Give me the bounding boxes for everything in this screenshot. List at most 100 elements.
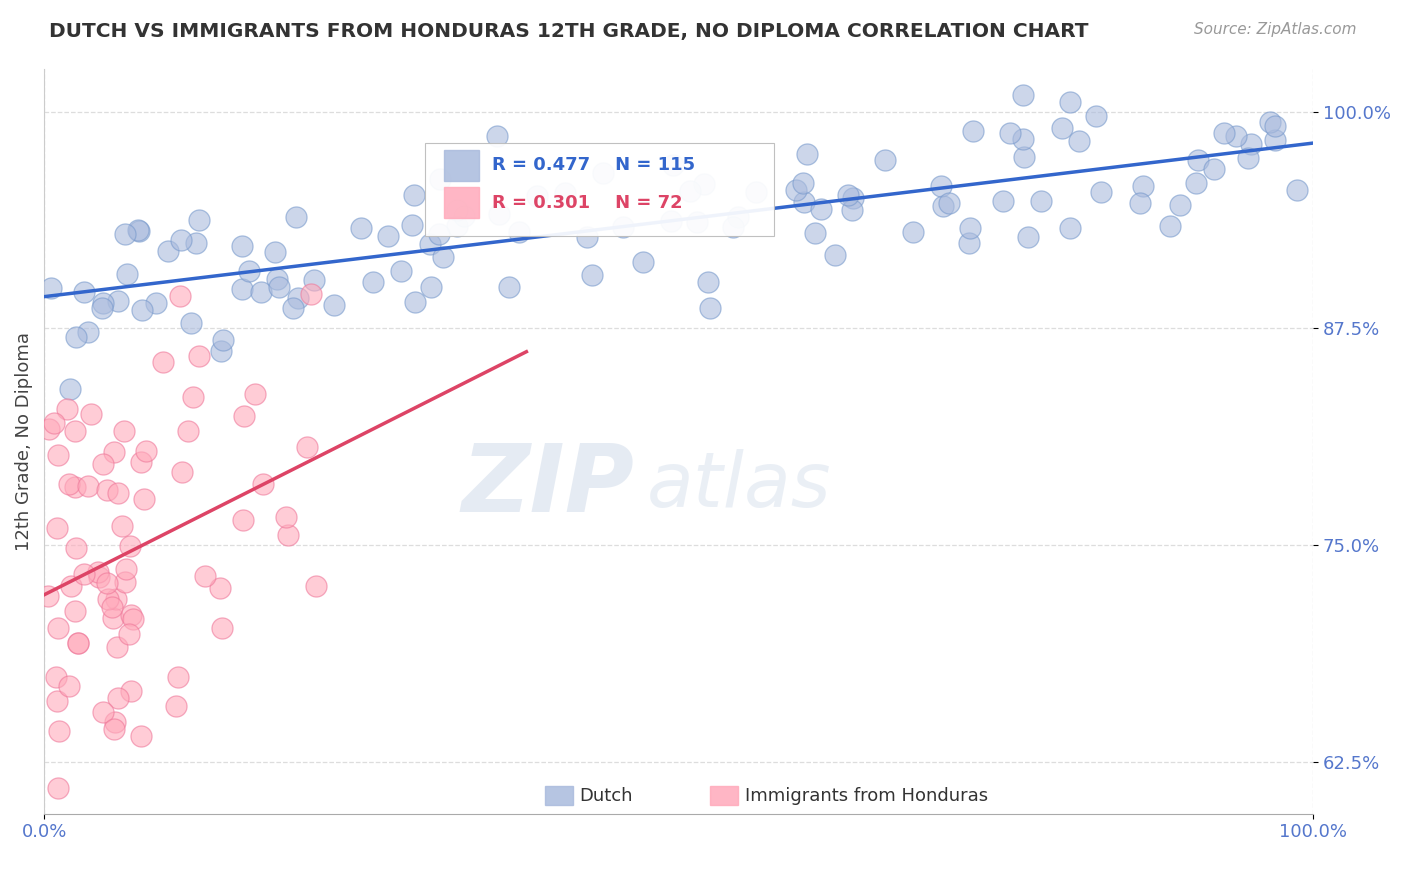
Point xyxy=(121,612,143,626)
Point xyxy=(60,579,83,593)
Point xyxy=(63,424,86,438)
Point xyxy=(46,448,69,462)
Point xyxy=(115,562,138,576)
Point xyxy=(96,483,118,497)
Point xyxy=(485,128,508,143)
Point xyxy=(59,382,82,396)
Point xyxy=(957,236,980,251)
Point xyxy=(48,724,70,739)
Point xyxy=(962,123,984,137)
Point xyxy=(612,219,634,234)
Point xyxy=(87,565,110,579)
Point xyxy=(252,477,274,491)
Point xyxy=(87,570,110,584)
Point xyxy=(446,219,468,234)
Bar xyxy=(546,786,574,805)
Point xyxy=(401,218,423,232)
Point xyxy=(1128,196,1150,211)
Point xyxy=(526,189,548,203)
Point xyxy=(112,424,135,438)
Point xyxy=(118,539,141,553)
Point xyxy=(127,223,149,237)
Point xyxy=(841,203,863,218)
Point xyxy=(1029,194,1052,208)
Point xyxy=(377,228,399,243)
Point xyxy=(429,171,451,186)
Point xyxy=(63,603,86,617)
Point xyxy=(929,179,952,194)
Point xyxy=(91,457,114,471)
Point xyxy=(105,640,128,654)
Point xyxy=(208,581,231,595)
Point xyxy=(46,521,69,535)
Point xyxy=(266,272,288,286)
Point xyxy=(38,422,60,436)
Point xyxy=(103,445,125,459)
Point xyxy=(727,210,749,224)
Point xyxy=(91,296,114,310)
Text: ZIP: ZIP xyxy=(461,440,634,532)
Point xyxy=(111,519,134,533)
Point xyxy=(131,302,153,317)
Point xyxy=(45,670,67,684)
Point xyxy=(101,599,124,614)
Point xyxy=(169,288,191,302)
Point xyxy=(209,343,232,358)
Point xyxy=(1084,110,1107,124)
Point xyxy=(1159,219,1181,234)
Point xyxy=(180,316,202,330)
Point xyxy=(575,229,598,244)
Point xyxy=(96,576,118,591)
Point xyxy=(696,275,718,289)
Point xyxy=(172,465,194,479)
Point xyxy=(1132,178,1154,193)
Point xyxy=(991,194,1014,209)
Point xyxy=(361,275,384,289)
Point xyxy=(554,186,576,200)
Point xyxy=(107,485,129,500)
Point xyxy=(176,424,198,438)
Point xyxy=(581,268,603,283)
Point xyxy=(104,714,127,729)
Point xyxy=(404,294,426,309)
Point xyxy=(287,291,309,305)
Point xyxy=(103,722,125,736)
Point xyxy=(211,621,233,635)
Point xyxy=(212,333,235,347)
Point xyxy=(58,476,80,491)
Point xyxy=(101,611,124,625)
Point xyxy=(402,187,425,202)
Text: DUTCH VS IMMIGRANTS FROM HONDURAS 12TH GRADE, NO DIPLOMA CORRELATION CHART: DUTCH VS IMMIGRANTS FROM HONDURAS 12TH G… xyxy=(49,22,1088,41)
Point xyxy=(693,177,716,191)
Point xyxy=(90,301,112,315)
Point xyxy=(1012,150,1035,164)
Point xyxy=(1213,126,1236,140)
Point xyxy=(1017,229,1039,244)
Point xyxy=(1185,177,1208,191)
Point xyxy=(104,592,127,607)
Point xyxy=(299,286,322,301)
Point xyxy=(184,235,207,250)
Point xyxy=(67,636,90,650)
Point xyxy=(659,214,682,228)
Point xyxy=(129,729,152,743)
Point xyxy=(785,183,807,197)
Point xyxy=(901,225,924,239)
Point xyxy=(107,691,129,706)
Point xyxy=(145,295,167,310)
Point xyxy=(114,575,136,590)
Point xyxy=(249,285,271,299)
Point xyxy=(1067,134,1090,148)
Point xyxy=(188,212,211,227)
Point xyxy=(135,444,157,458)
Point xyxy=(810,202,832,216)
Point xyxy=(389,264,412,278)
Point xyxy=(42,417,65,431)
Point xyxy=(1090,185,1112,199)
Point xyxy=(1264,132,1286,146)
Point xyxy=(120,683,142,698)
Point xyxy=(508,225,530,239)
Point xyxy=(804,227,827,241)
Point xyxy=(453,209,475,223)
Point xyxy=(873,153,896,168)
